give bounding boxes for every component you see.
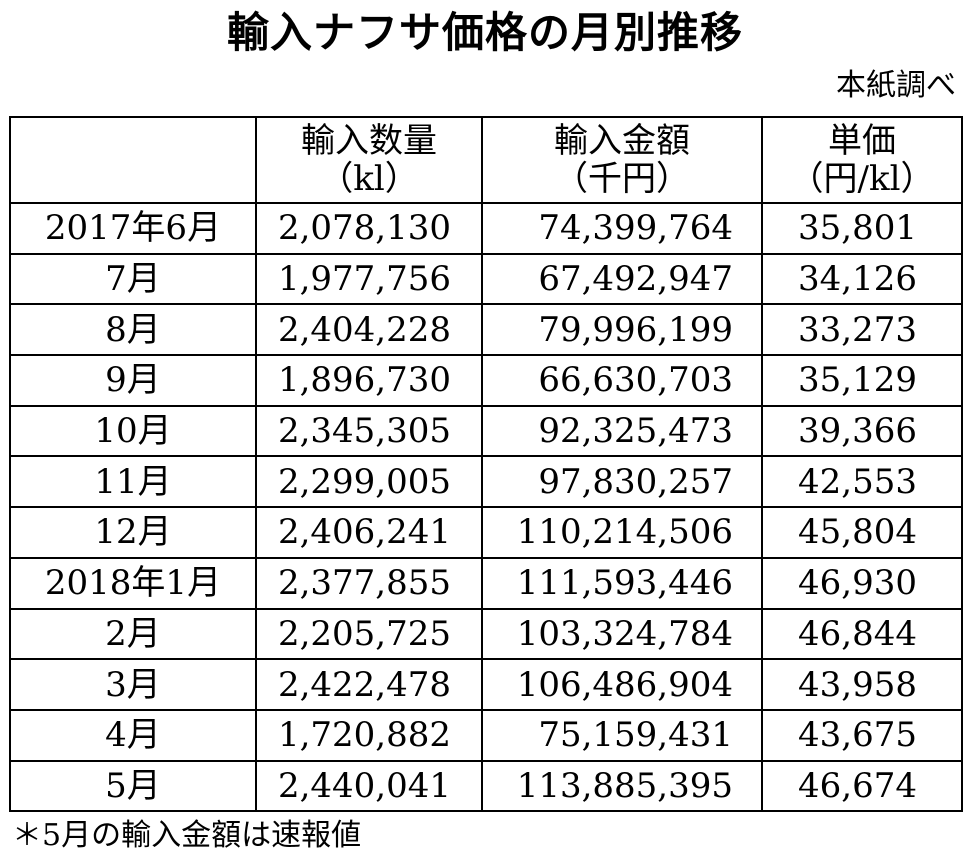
month-cell: 2018年1月 xyxy=(9,556,257,610)
unit-price-cell: 35,129 xyxy=(761,354,963,407)
table-row: 7月 1,977,756 67,492,947 34,126 xyxy=(9,252,963,306)
header-quantity-unit: （kl） xyxy=(319,159,419,199)
header-unit-price: 単価 （円/kl） xyxy=(761,116,963,204)
month-cell: 5月 xyxy=(9,759,257,813)
header-row: 輸入数量 （kl） 輸入金額 （千円） 単価 （円/kl） xyxy=(9,116,963,204)
unit-price-cell: 42,553 xyxy=(761,455,963,509)
source-label: 本紙調べ xyxy=(836,68,956,103)
month-cell: 2月 xyxy=(9,607,257,661)
month-cell: 3月 xyxy=(9,658,257,711)
quantity-cell: 2,422,478 xyxy=(255,658,483,711)
table-row: 11月 2,299,005 97,830,257 42,553 xyxy=(9,455,963,509)
unit-price-cell: 46,674 xyxy=(761,759,963,813)
header-amount: 輸入金額 （千円） xyxy=(481,116,763,204)
month-cell: 10月 xyxy=(9,404,257,458)
month-cell: 4月 xyxy=(9,708,257,762)
unit-price-cell: 43,958 xyxy=(761,658,963,711)
amount-cell: 79,996,199 xyxy=(481,303,763,357)
amount-cell: 67,492,947 xyxy=(481,252,763,306)
amount-cell: 97,830,257 xyxy=(481,455,763,509)
quantity-cell: 2,078,130 xyxy=(255,202,483,255)
month-cell: 2017年6月 xyxy=(9,202,257,255)
table-row: 2017年6月 2,078,130 74,399,764 35,801 xyxy=(9,202,963,255)
amount-cell: 110,214,506 xyxy=(481,506,763,559)
table-row: 9月 1,896,730 66,630,703 35,129 xyxy=(9,354,963,407)
quantity-cell: 2,406,241 xyxy=(255,506,483,559)
quantity-cell: 2,404,228 xyxy=(255,303,483,357)
unit-price-cell: 45,804 xyxy=(761,506,963,559)
header-amount-label: 輸入金額 xyxy=(554,121,690,161)
table-row: 4月 1,720,882 75,159,431 43,675 xyxy=(9,708,963,762)
amount-cell: 74,399,764 xyxy=(481,202,763,255)
unit-price-cell: 39,366 xyxy=(761,404,963,458)
month-cell: 7月 xyxy=(9,252,257,306)
table-row: 2月 2,205,725 103,324,784 46,844 xyxy=(9,607,963,661)
table-row: 8月 2,404,228 79,996,199 33,273 xyxy=(9,303,963,357)
unit-price-cell: 46,844 xyxy=(761,607,963,661)
table-row: 10月 2,345,305 92,325,473 39,366 xyxy=(9,404,963,458)
amount-cell: 113,885,395 xyxy=(481,759,763,813)
header-quantity: 輸入数量 （kl） xyxy=(255,116,483,204)
page-title: 輸入ナフサ価格の月別推移 xyxy=(226,8,743,57)
quantity-cell: 2,440,041 xyxy=(255,759,483,813)
footnote: ＊5月の輸入金額は速報値 xyxy=(12,818,362,853)
quantity-cell: 2,299,005 xyxy=(255,455,483,509)
header-unit-price-unit: （円/kl） xyxy=(789,159,935,199)
quantity-cell: 1,977,756 xyxy=(255,252,483,306)
naphtha-import-table: 輸入数量 （kl） 輸入金額 （千円） 単価 （円/kl） 2017年6月 2,0… xyxy=(9,116,963,813)
month-cell: 11月 xyxy=(9,455,257,509)
unit-price-cell: 34,126 xyxy=(761,252,963,306)
amount-cell: 111,593,446 xyxy=(481,556,763,610)
header-unit-price-label: 単価 xyxy=(828,121,896,161)
amount-cell: 103,324,784 xyxy=(481,607,763,661)
table-row: 5月 2,440,041 113,885,395 46,674 xyxy=(9,759,963,813)
unit-price-cell: 33,273 xyxy=(761,303,963,357)
unit-price-cell: 43,675 xyxy=(761,708,963,762)
amount-cell: 106,486,904 xyxy=(481,658,763,711)
amount-cell: 66,630,703 xyxy=(481,354,763,407)
table-row: 3月 2,422,478 106,486,904 43,958 xyxy=(9,658,963,711)
quantity-cell: 2,345,305 xyxy=(255,404,483,458)
unit-price-cell: 46,930 xyxy=(761,556,963,610)
unit-price-cell: 35,801 xyxy=(761,202,963,255)
month-cell: 12月 xyxy=(9,506,257,559)
header-amount-unit: （千円） xyxy=(554,159,690,199)
table-row: 2018年1月 2,377,855 111,593,446 46,930 xyxy=(9,556,963,610)
amount-cell: 92,325,473 xyxy=(481,404,763,458)
header-quantity-label: 輸入数量 xyxy=(301,121,437,161)
header-month xyxy=(9,116,257,204)
quantity-cell: 2,377,855 xyxy=(255,556,483,610)
table-row: 12月 2,406,241 110,214,506 45,804 xyxy=(9,506,963,559)
month-cell: 9月 xyxy=(9,354,257,407)
quantity-cell: 1,720,882 xyxy=(255,708,483,762)
quantity-cell: 1,896,730 xyxy=(255,354,483,407)
month-cell: 8月 xyxy=(9,303,257,357)
amount-cell: 75,159,431 xyxy=(481,708,763,762)
quantity-cell: 2,205,725 xyxy=(255,607,483,661)
